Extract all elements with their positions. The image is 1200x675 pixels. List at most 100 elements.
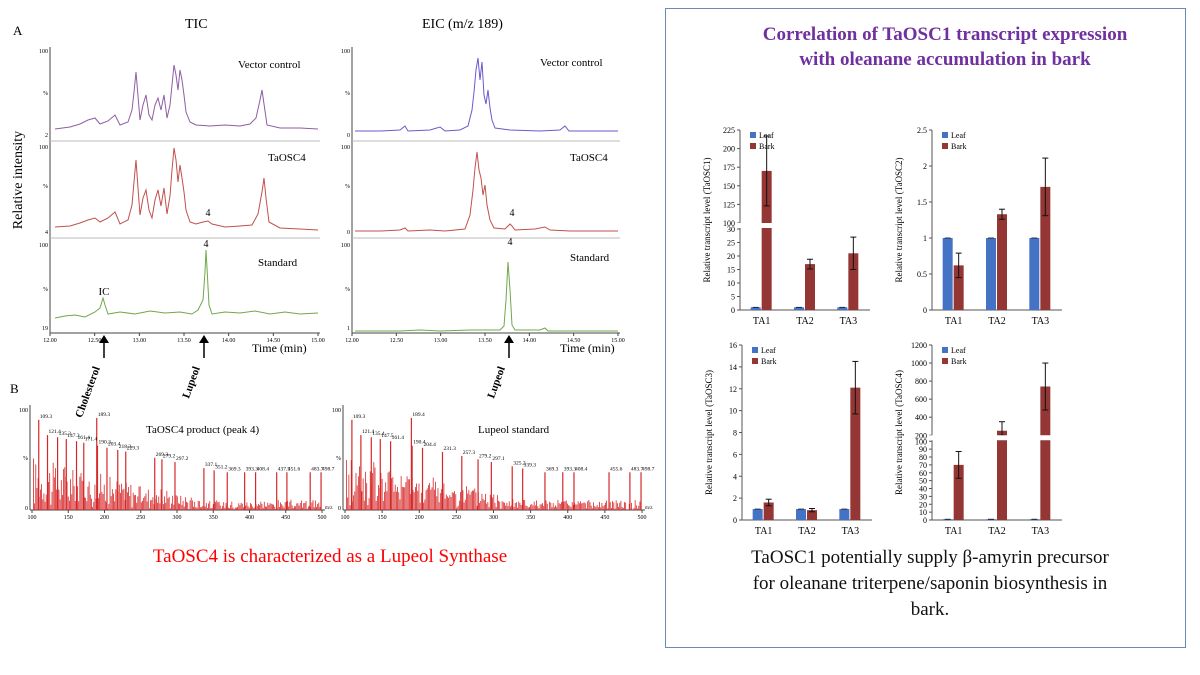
chart3-ytick-label: 0 xyxy=(733,516,737,525)
chart2-legend-label: Bark xyxy=(951,142,967,151)
right-caption-line3: bark. xyxy=(910,599,950,620)
chart1-bar-leaf xyxy=(750,307,761,310)
chart4-ytick-label: 200 xyxy=(915,431,927,440)
chart4-category-label: TA1 xyxy=(945,526,963,537)
ms-left-peak-label: 498.7 xyxy=(322,466,335,472)
eic-time-tick-label: 14.50 xyxy=(567,338,581,344)
ms-left-peak-label: 203.4 xyxy=(108,442,121,448)
chart2-legend-swatch xyxy=(942,132,948,138)
eic-std-ymid: % xyxy=(345,287,350,293)
eic-time-tick-label: 15.00 xyxy=(611,338,625,344)
ms-left-peak-label: 369.3 xyxy=(228,466,241,472)
ms-right-mz-tick-label: 100 xyxy=(341,515,350,521)
chart2-ytick-label: 1.5 xyxy=(917,198,927,207)
ms-left-mz-tick-label: 500 xyxy=(318,515,327,521)
ms-right-mz-tick-label: 400 xyxy=(563,515,572,521)
chart4-ytick-label: 400 xyxy=(915,413,927,422)
tic-std-ybot: 19 xyxy=(42,326,48,332)
eic-vector-trace xyxy=(355,57,618,132)
chart2-ytick-label: 2 xyxy=(923,162,927,171)
ms-left-peak-label: 229.3 xyxy=(127,446,140,452)
chart2-bar-bark xyxy=(1040,186,1051,310)
ms-right-ymid: % xyxy=(336,456,341,462)
chart2-bar-bark xyxy=(997,214,1007,310)
ms-left-peak-label: 351.2 xyxy=(215,464,228,470)
chart4-ytick-label: 50 xyxy=(919,477,927,486)
ms-left-peak-label: 147.3 xyxy=(67,433,80,439)
chart2-bar-leaf xyxy=(942,238,953,310)
ms-right-peak-label: 161.4 xyxy=(392,435,405,441)
tic-taosc4-trace xyxy=(54,147,319,231)
tic-std-peak4: 4 xyxy=(204,239,209,250)
ms-right-peak-label: 147.5 xyxy=(381,433,394,439)
tic-std-ymid: % xyxy=(43,287,48,293)
ms-left-peak-label: 161.4 xyxy=(78,435,91,441)
chart3-ytick-label: 10 xyxy=(729,407,737,416)
chart3-bar-bark xyxy=(763,502,774,520)
ms-left-ymid: % xyxy=(23,456,28,462)
ms-left-peak-label: 121.4 xyxy=(49,429,62,435)
chart1-ytick-label: 0 xyxy=(731,306,735,315)
ms-right-peak-label: 121.4 xyxy=(362,429,375,435)
eic-time-tick-label: 12.50 xyxy=(390,338,404,344)
chart4-ytick-label: 10 xyxy=(919,508,927,517)
chart2-category-label: TA3 xyxy=(1032,316,1050,327)
ms-right-mz-unit: m/z xyxy=(645,506,653,511)
chart1-ytick-label: 125 xyxy=(723,200,735,209)
ms-right-peak-label: 483.7 xyxy=(631,466,644,472)
chart4-ytick-label: 20 xyxy=(919,500,927,509)
tic-time-label: Time (min) xyxy=(252,341,307,355)
ms-left-ybot: 0 xyxy=(25,506,28,512)
chart3-ytick-label: 4 xyxy=(733,472,737,481)
ms-left-mz-tick-label: 250 xyxy=(136,515,145,521)
ms-left-title: TaOSC4 product (peak 4) xyxy=(146,424,260,436)
ms-right-peak-label: 189.4 xyxy=(412,412,425,418)
chart1-legend-label: Bark xyxy=(759,142,775,151)
tic-std-ytop: 100 xyxy=(39,243,48,249)
tic-time-tick-label: 12.00 xyxy=(43,338,57,344)
ms-left-mz-tick-label: 100 xyxy=(28,515,37,521)
tic-t4-ymid: % xyxy=(43,184,48,190)
chart4-ytick-label: 70 xyxy=(919,461,927,470)
right-caption-line2: for oleanane triterpene/saponin biosynth… xyxy=(752,573,1108,594)
ms-left-peak-label: 483.7 xyxy=(311,466,324,472)
right-panel-title: Correlation of TaOSC1 transcript express… xyxy=(705,22,1185,72)
ms-right-peak-label: 408.4 xyxy=(575,466,588,472)
ms-left-peak-label: 190.3 xyxy=(98,440,111,446)
right-caption: TaOSC1 potentially supply β-amyrin precu… xyxy=(690,545,1170,623)
ms-right-mz-tick-label: 250 xyxy=(452,515,461,521)
panel-a-label: A xyxy=(13,23,23,38)
cholesterol-arrow xyxy=(99,335,109,358)
chart2-ylabel: Relative transcript level (TaOSC2) xyxy=(894,157,904,282)
chart2-legend-swatch xyxy=(942,143,948,149)
chart1-bar-leaf xyxy=(794,307,804,310)
eic-t4-ytop: 100 xyxy=(341,145,350,151)
eic-vc-ybot: 0 xyxy=(347,133,350,139)
chart4-ytick-label: 1000 xyxy=(911,359,927,368)
chart4-ytick-label: 600 xyxy=(915,395,927,404)
ms-right-peak-label: 339.3 xyxy=(524,462,537,468)
chart1-category-label: TA2 xyxy=(796,316,814,327)
chart3-category-label: TA2 xyxy=(798,526,816,537)
gcms-figure: A TIC EIC (m/z 189) Relative intensity 1… xyxy=(10,17,655,521)
chart2-ytick-label: 0.5 xyxy=(917,270,927,279)
ms-left-peak-label: 451.6 xyxy=(288,466,301,472)
tic-t4-peak4: 4 xyxy=(206,208,211,219)
ms-spectrum-left: 100 % 0 TaOSC4 product (peak 4) 109.3 121… xyxy=(19,405,335,521)
ms-right-peak-label: 109.3 xyxy=(353,414,366,420)
chart1-legend-swatch xyxy=(750,132,756,138)
tic-vc-ybot: 2 xyxy=(45,133,48,139)
y-axis-label: Relative intensity xyxy=(11,131,26,229)
ms-right-mz-tick-label: 200 xyxy=(415,515,424,521)
eic-t4-peak4: 4 xyxy=(510,208,515,219)
chart1-ytick-label: 10 xyxy=(727,279,735,288)
ms-right-ytop: 100 xyxy=(332,408,341,414)
chart3-legend-swatch xyxy=(752,347,758,353)
tic-time-tick-label: 14.00 xyxy=(222,338,236,344)
chart1-ytick-label: 225 xyxy=(723,126,735,135)
chart4-ytick-label: 1200 xyxy=(911,341,927,350)
ms-left-mz-tick-label: 450 xyxy=(281,515,290,521)
chart1-bar-bark xyxy=(761,170,772,310)
